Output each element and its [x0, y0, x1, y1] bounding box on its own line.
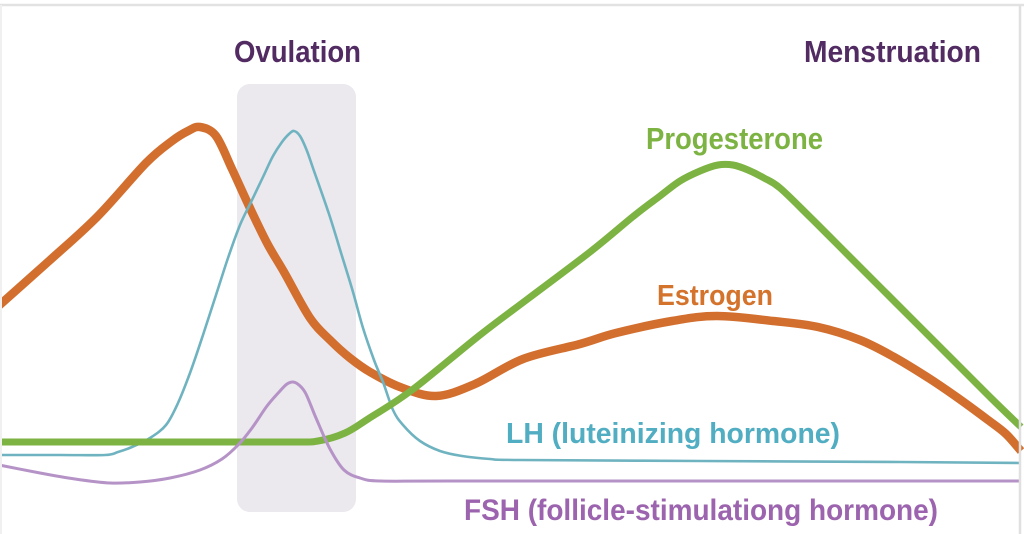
- svg-text:Ovulation: Ovulation: [234, 34, 361, 69]
- svg-text:FSH (follicle-stimulationg hor: FSH (follicle-stimulationg hormone): [464, 494, 938, 527]
- svg-text:LH (luteinizing hormone): LH (luteinizing hormone): [506, 418, 840, 450]
- svg-text:Menstruation: Menstruation: [804, 34, 981, 69]
- svg-text:Progesterone: Progesterone: [646, 121, 823, 156]
- svg-text:Estrogen: Estrogen: [657, 280, 773, 312]
